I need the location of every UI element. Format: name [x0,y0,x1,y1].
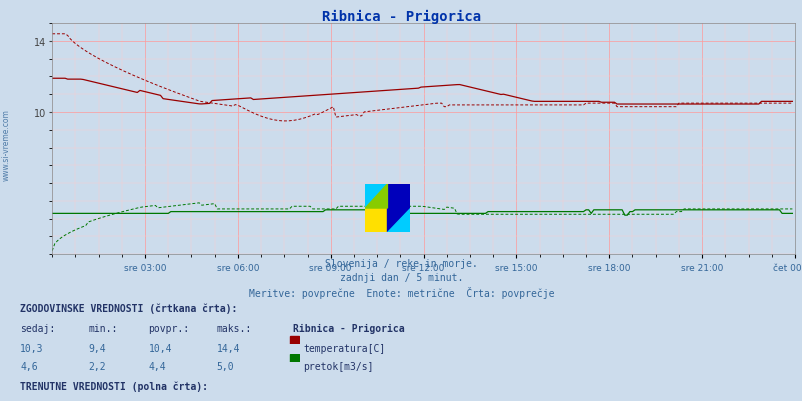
Text: min.:: min.: [88,324,118,334]
Bar [365,184,387,233]
Text: 10,4: 10,4 [148,343,172,353]
Text: maks.:: maks.: [217,324,252,334]
Text: Ribnica - Prigorica: Ribnica - Prigorica [293,324,404,334]
Bar [387,184,409,233]
Text: 9,4: 9,4 [88,343,106,353]
Text: 4,6: 4,6 [20,361,38,371]
Text: Slovenija / reke in morje.: Slovenija / reke in morje. [325,259,477,269]
Text: zadnji dan / 5 minut.: zadnji dan / 5 minut. [339,273,463,283]
Text: povpr.:: povpr.: [148,324,189,334]
Text: 10,3: 10,3 [20,343,43,353]
Polygon shape [387,209,409,233]
Text: 5,0: 5,0 [217,361,234,371]
Text: Ribnica - Prigorica: Ribnica - Prigorica [322,10,480,24]
Text: temperatura[C]: temperatura[C] [303,343,385,353]
Text: 2,2: 2,2 [88,361,106,371]
Text: ZGODOVINSKE VREDNOSTI (črtkana črta):: ZGODOVINSKE VREDNOSTI (črtkana črta): [20,303,237,313]
Text: TRENUTNE VREDNOSTI (polna črta):: TRENUTNE VREDNOSTI (polna črta): [20,381,208,391]
Text: 4,4: 4,4 [148,361,166,371]
Text: 14,4: 14,4 [217,343,240,353]
Polygon shape [365,184,387,209]
Polygon shape [365,184,387,209]
Text: sedaj:: sedaj: [20,324,55,334]
Text: Meritve: povprečne  Enote: metrične  Črta: povprečje: Meritve: povprečne Enote: metrične Črta:… [249,287,553,299]
Text: pretok[m3/s]: pretok[m3/s] [303,361,374,371]
Text: www.si-vreme.com: www.si-vreme.com [2,109,11,180]
